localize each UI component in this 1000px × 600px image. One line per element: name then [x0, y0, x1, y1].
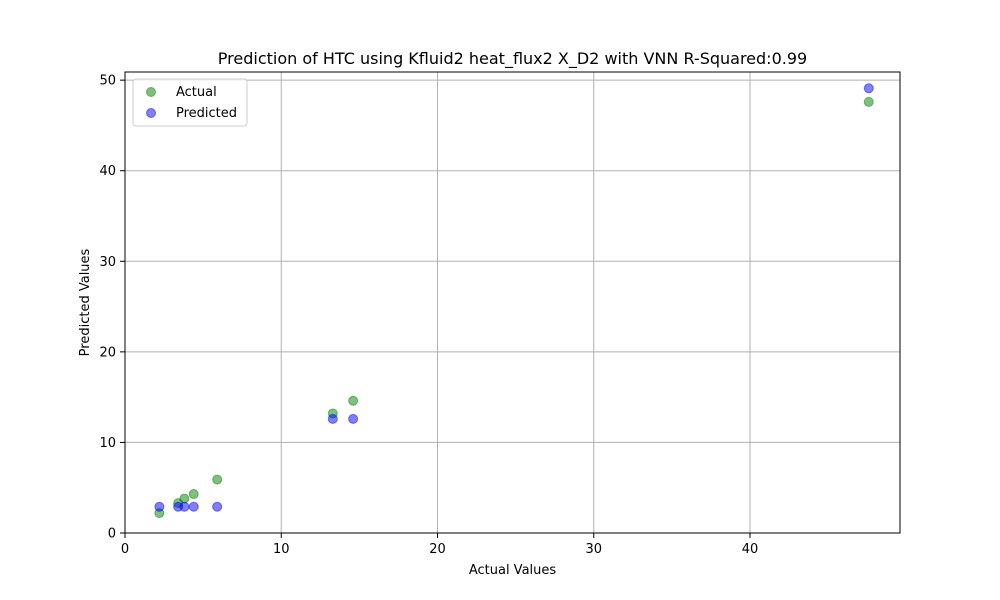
point-actual [348, 395, 359, 406]
x-tick-label: 20 [429, 542, 446, 557]
point-predicted [154, 501, 165, 512]
x-tick-label: 0 [121, 542, 129, 557]
data-points [154, 83, 874, 519]
x-axis-label: Actual Values [469, 563, 557, 578]
point-predicted [348, 413, 359, 424]
point-predicted [327, 413, 338, 424]
point-predicted [212, 501, 223, 512]
legend: Actual Predicted [132, 78, 248, 127]
y-tick-label: 40 [99, 164, 116, 179]
x-tick-label: 30 [585, 542, 602, 557]
x-tick-label: 40 [742, 542, 759, 557]
point-actual [863, 96, 874, 107]
y-tick-label: 50 [99, 74, 116, 89]
legend-marker-predicted [146, 108, 156, 118]
plot-frame [124, 71, 901, 534]
y-tick-label: 20 [99, 345, 116, 360]
point-actual [212, 474, 223, 485]
grid [124, 72, 900, 534]
point-actual [188, 489, 199, 500]
y-axis-label: Predicted Values [78, 248, 93, 356]
x-tick-label: 10 [273, 542, 290, 557]
y-tick-label: 0 [108, 527, 116, 542]
chart-title: Prediction of HTC using Kfluid2 heat_flu… [218, 49, 807, 69]
y-tick-label: 10 [99, 436, 116, 451]
y-tick-label: 30 [99, 255, 116, 270]
point-predicted [188, 501, 199, 512]
point-predicted [179, 501, 190, 512]
axis-ticks: 0 10 20 30 40 0 10 20 30 40 50 [99, 74, 758, 557]
point-predicted [863, 83, 874, 94]
legend-marker-actual [146, 87, 156, 97]
legend-box [132, 78, 248, 127]
point-actual [179, 493, 190, 504]
legend-label-predicted: Predicted [176, 106, 237, 121]
legend-label-actual: Actual [176, 85, 217, 100]
